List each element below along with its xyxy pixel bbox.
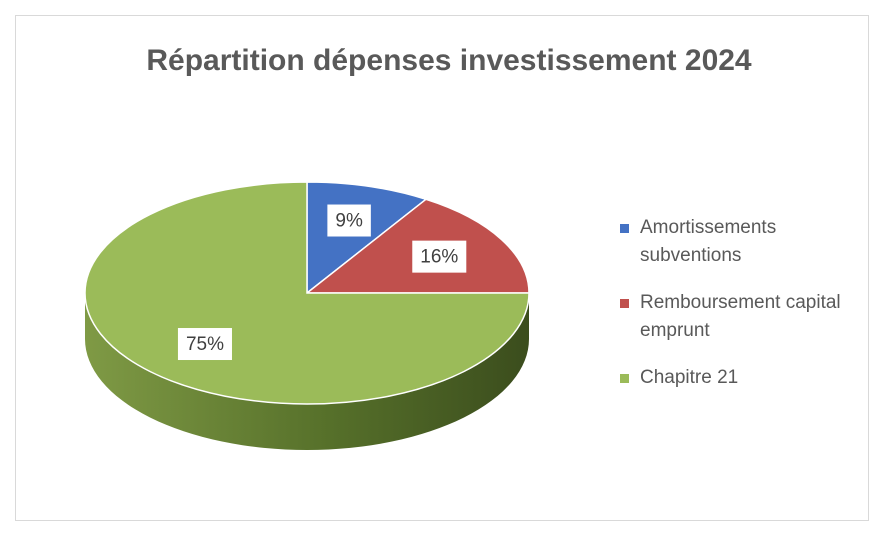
data-label-text: 75% (186, 334, 224, 355)
slice-side (85, 293, 529, 450)
data-label-box (412, 240, 467, 273)
data-label-box (177, 328, 232, 361)
legend-swatch (620, 374, 629, 383)
legend-label: Remboursement capital emprunt (640, 292, 841, 341)
legend-label: Amortissements subventions (640, 217, 777, 266)
chart-title: Répartition dépenses investissement 2024 (146, 44, 752, 77)
data-label-text: 16% (420, 247, 458, 268)
legend-item: Amortissements subventions (620, 214, 850, 270)
legend: Amortissements subventions Remboursement … (620, 214, 850, 411)
legend-item: Remboursement capital emprunt (620, 289, 850, 345)
legend-swatch (620, 299, 629, 308)
legend-swatch (620, 224, 629, 233)
data-label-box (327, 204, 371, 237)
data-label: 9% (327, 204, 371, 237)
pie: 9% 16% 75% (84, 181, 530, 450)
data-label: 16% (412, 240, 467, 273)
legend-label: Chapitre 21 (640, 367, 739, 388)
data-label-text: 9% (335, 211, 363, 232)
legend-item: Chapitre 21 (620, 364, 850, 392)
data-label: 75% (177, 328, 232, 361)
